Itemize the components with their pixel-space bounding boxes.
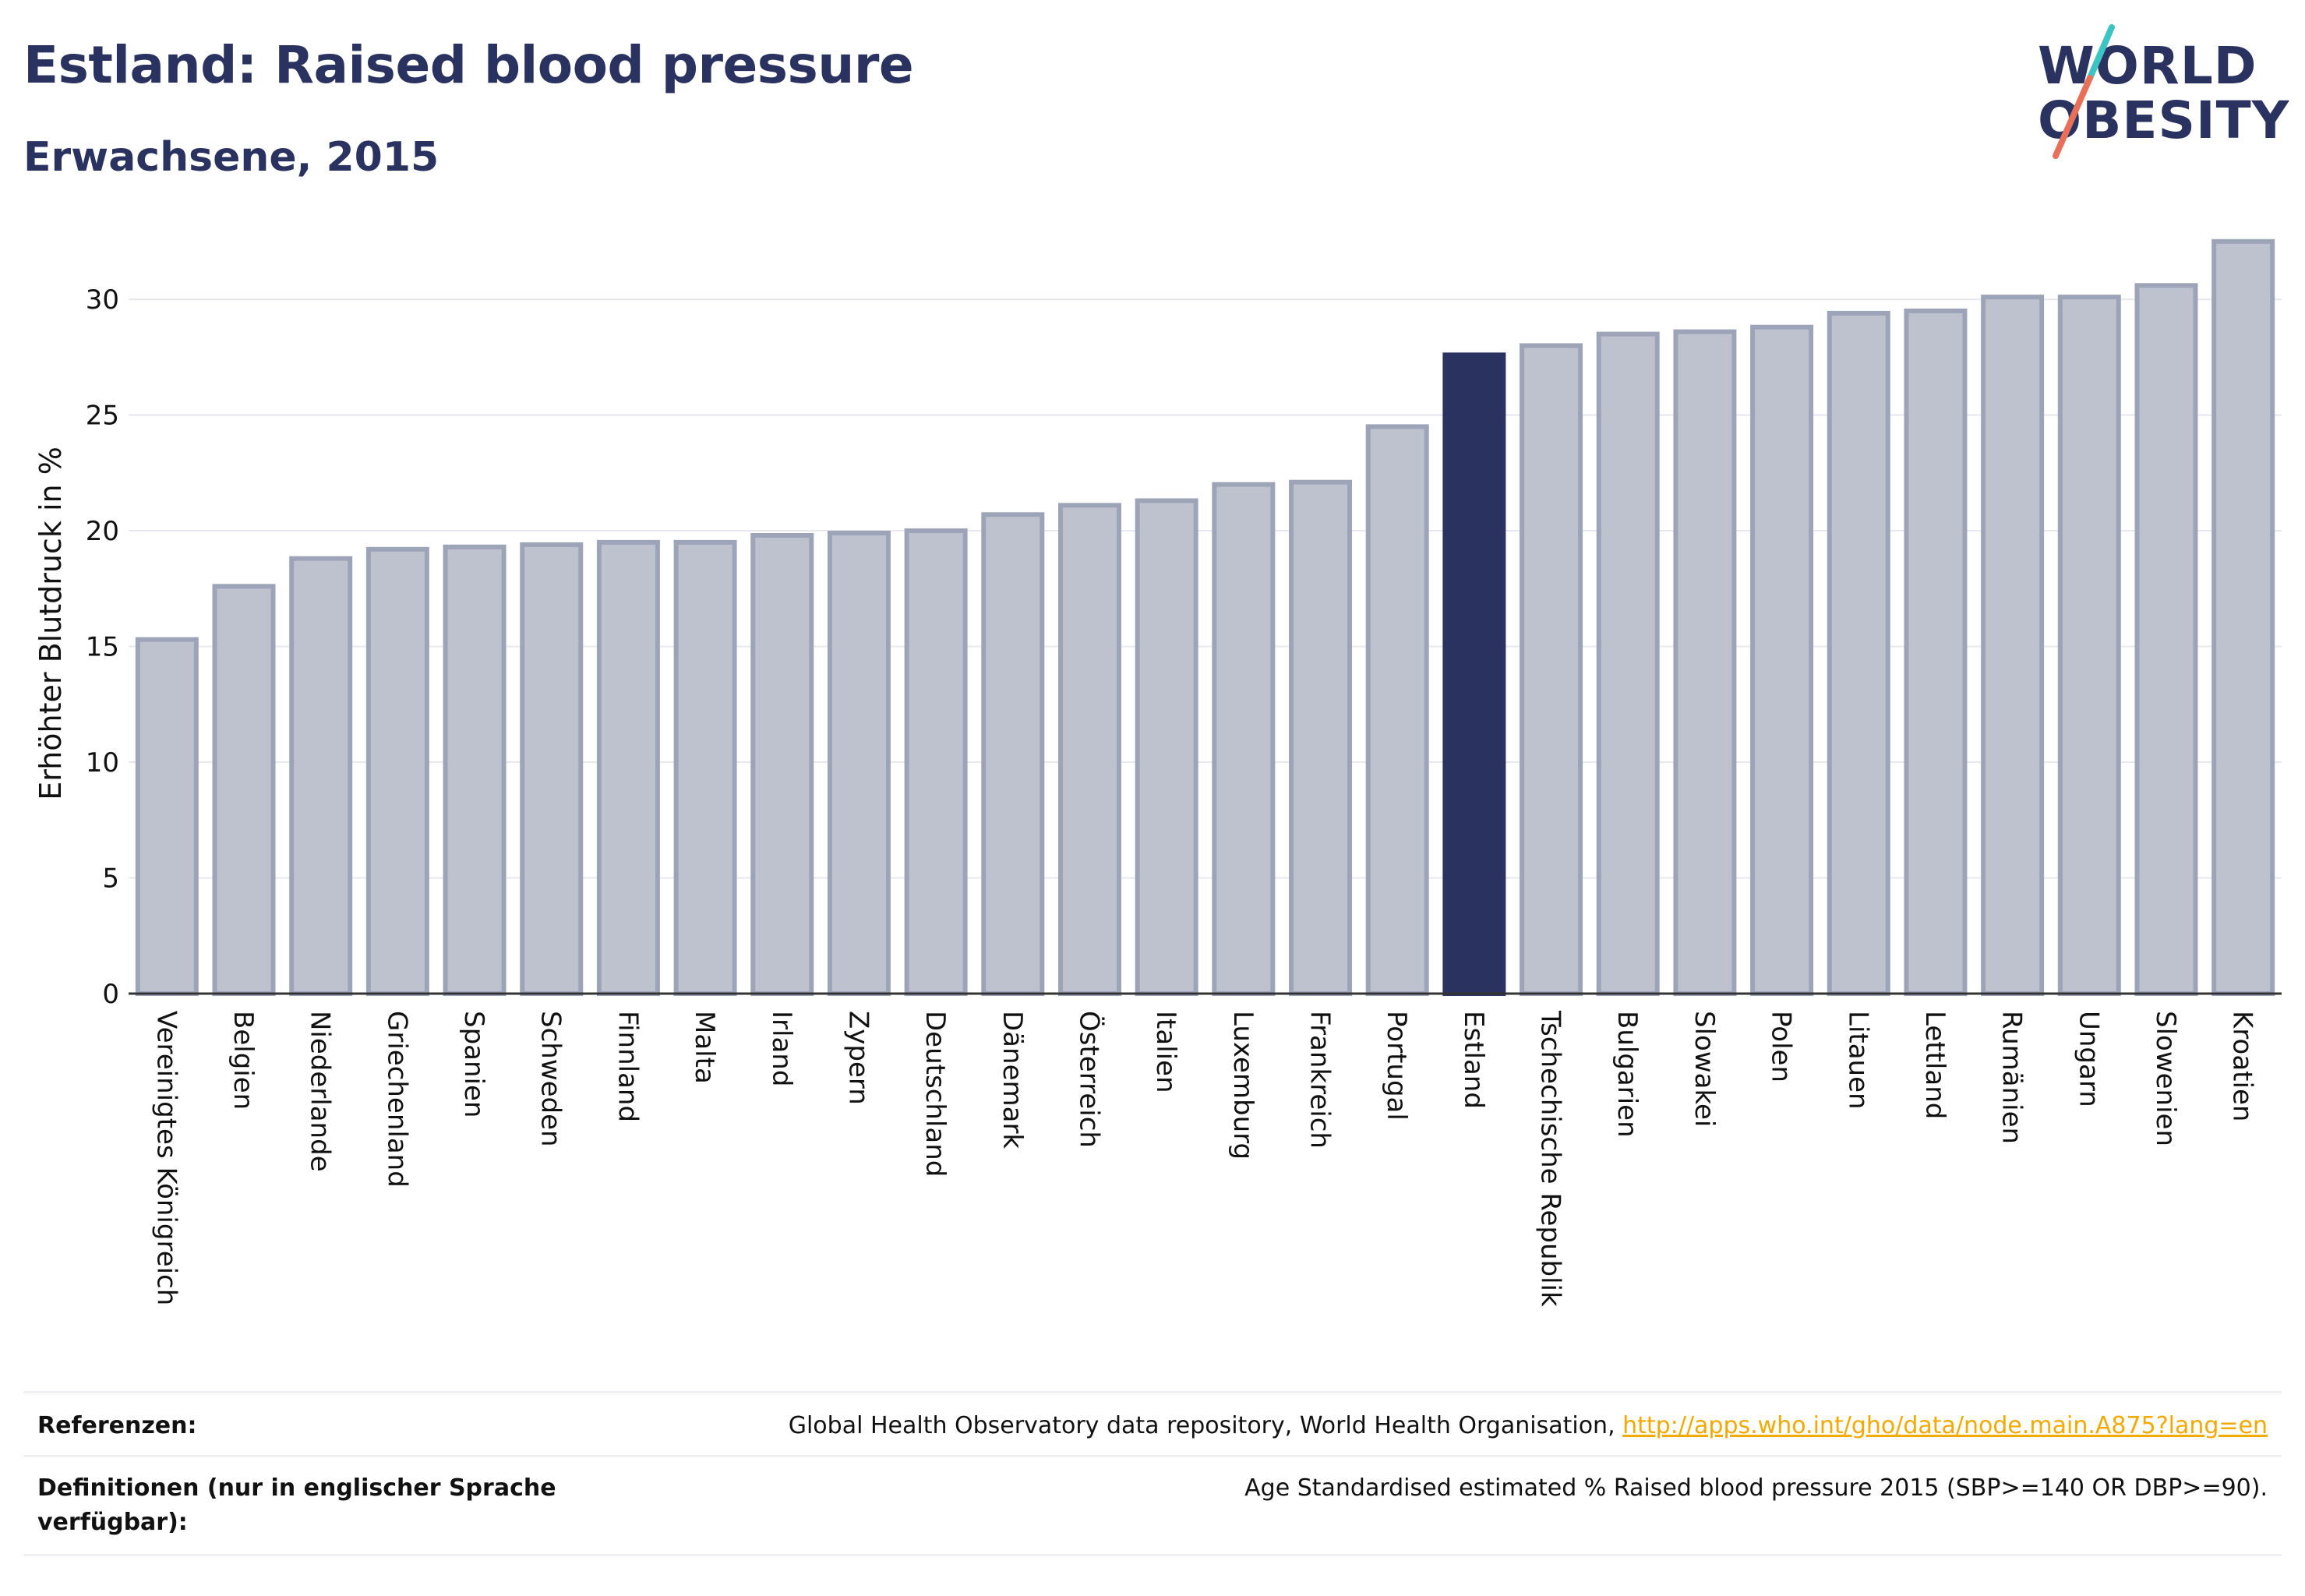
x-tick-label: Dänemark	[997, 1011, 1028, 1149]
y-axis-label: Erhöhter Blutdruck in %	[34, 447, 68, 800]
bar-belgien	[212, 584, 276, 996]
x-tick-label: Vereinigtes Königreich	[150, 1011, 182, 1305]
y-tick-label: 30	[86, 284, 119, 316]
x-tick-label: Griechenland	[381, 1011, 412, 1188]
x-tick-label: Kroatien	[2227, 1011, 2258, 1121]
x-tick-label: Belgien	[228, 1011, 259, 1110]
x-tick-label: Slowenien	[2150, 1011, 2181, 1146]
logo-line-1: WORLD	[2038, 36, 2257, 96]
x-axis-labels: Vereinigtes Königreich Belgien Niederlande…	[150, 1010, 2257, 1307]
page-subtitle: Erwachsene, 2015	[23, 134, 439, 181]
x-tick-label: Schweden	[535, 1011, 567, 1147]
bar-dänemark	[981, 512, 1045, 996]
bar-bulgarien	[1596, 331, 1660, 996]
y-axis-ticks: 0 5 10 15 20 25 30	[86, 284, 119, 1010]
x-tick-label: Polen	[1766, 1011, 1797, 1082]
x-tick-label: Irland	[766, 1011, 797, 1086]
x-tick-label: Malta	[689, 1011, 720, 1084]
bar-niederlande	[289, 556, 353, 996]
references-label: Referenzen:	[37, 1412, 197, 1439]
x-tick-label: Rumänien	[1996, 1011, 2028, 1144]
x-tick-label: Italien	[1150, 1011, 1181, 1093]
bar-tschechische-republik	[1520, 343, 1583, 996]
bar-polen	[1750, 324, 1814, 996]
x-tick-label: Spanien	[458, 1011, 489, 1118]
x-tick-label: Niederlande	[305, 1011, 336, 1172]
logo-slash-icon	[2053, 24, 2115, 159]
x-tick-label: Österreich	[1073, 1011, 1105, 1148]
page-title: Estland: Raised blood pressure	[23, 35, 914, 95]
bar-frankreich	[1289, 479, 1353, 996]
bar-slowakei	[1673, 329, 1737, 996]
bar-deutschland	[904, 528, 968, 996]
x-tick-label: Tschechische Republik	[1535, 1010, 1566, 1307]
bar-estland	[1442, 352, 1506, 996]
x-tick-label: Bulgarien	[1611, 1011, 1643, 1138]
bar-irland	[750, 533, 814, 996]
bar-schweden	[520, 542, 584, 996]
y-tick-label: 0	[102, 979, 119, 1010]
x-tick-label: Ungarn	[2073, 1011, 2104, 1107]
references-text: Global Health Observatory data repositor…	[788, 1412, 1623, 1439]
bar-ungarn	[2057, 295, 2121, 996]
bar-lettland	[1904, 308, 1968, 996]
x-tick-label: Portugal	[1381, 1011, 1412, 1121]
x-tick-label: Litauen	[1842, 1011, 1873, 1110]
bar-italien	[1135, 498, 1198, 996]
x-tick-label: Deutschland	[920, 1011, 951, 1177]
bar-litauen	[1827, 310, 1890, 996]
bar-österreich	[1057, 503, 1121, 996]
definitions-label: Definitionen (nur in englischer Sprache …	[37, 1474, 556, 1536]
y-tick-label: 10	[86, 747, 119, 779]
bar-kroatien	[2211, 238, 2275, 996]
bar-zypern	[827, 531, 891, 996]
definitions-value: Age Standardised estimated % Raised bloo…	[1244, 1474, 2268, 1502]
y-tick-label: 20	[86, 516, 119, 547]
world-obesity-logo: WORLD OBESITY	[2034, 23, 2291, 164]
bar-griechenland	[365, 546, 429, 996]
x-tick-label: Luxemburg	[1227, 1011, 1258, 1160]
bar-luxemburg	[1212, 482, 1276, 996]
definitions-row: Definitionen (nur in englischer Sprache …	[23, 1455, 2282, 1556]
references-row: Referenzen: Global Health Observatory da…	[23, 1391, 2282, 1457]
x-tick-label: Zypern	[842, 1011, 874, 1105]
y-tick-label: 15	[86, 632, 119, 663]
bar-vereinigtes-königreich	[135, 637, 199, 996]
bar-malta	[673, 539, 737, 996]
bar-rumänien	[1981, 295, 2045, 996]
references-value: Global Health Observatory data repositor…	[789, 1409, 2268, 1443]
x-tick-label: Slowakei	[1689, 1011, 1720, 1127]
bar-slowenien	[2134, 283, 2198, 997]
x-tick-label: Frankreich	[1304, 1011, 1336, 1149]
x-tick-label: Lettland	[1919, 1011, 1950, 1119]
references-link[interactable]: http://apps.who.int/gho/data/node.main.A…	[1622, 1412, 2268, 1439]
bar-portugal	[1365, 424, 1429, 996]
x-tick-label: Estland	[1458, 1011, 1489, 1109]
x-tick-label: Finnland	[612, 1011, 643, 1122]
y-tick-label: 5	[102, 863, 119, 895]
y-tick-label: 25	[86, 401, 119, 432]
bar-chart: 0 5 10 15 20 25 30 Vereinigtes Königreich Belgi…	[34, 238, 2282, 1307]
bar-spanien	[443, 544, 507, 996]
chart-bars	[135, 238, 2275, 997]
bar-finnland	[596, 539, 660, 996]
